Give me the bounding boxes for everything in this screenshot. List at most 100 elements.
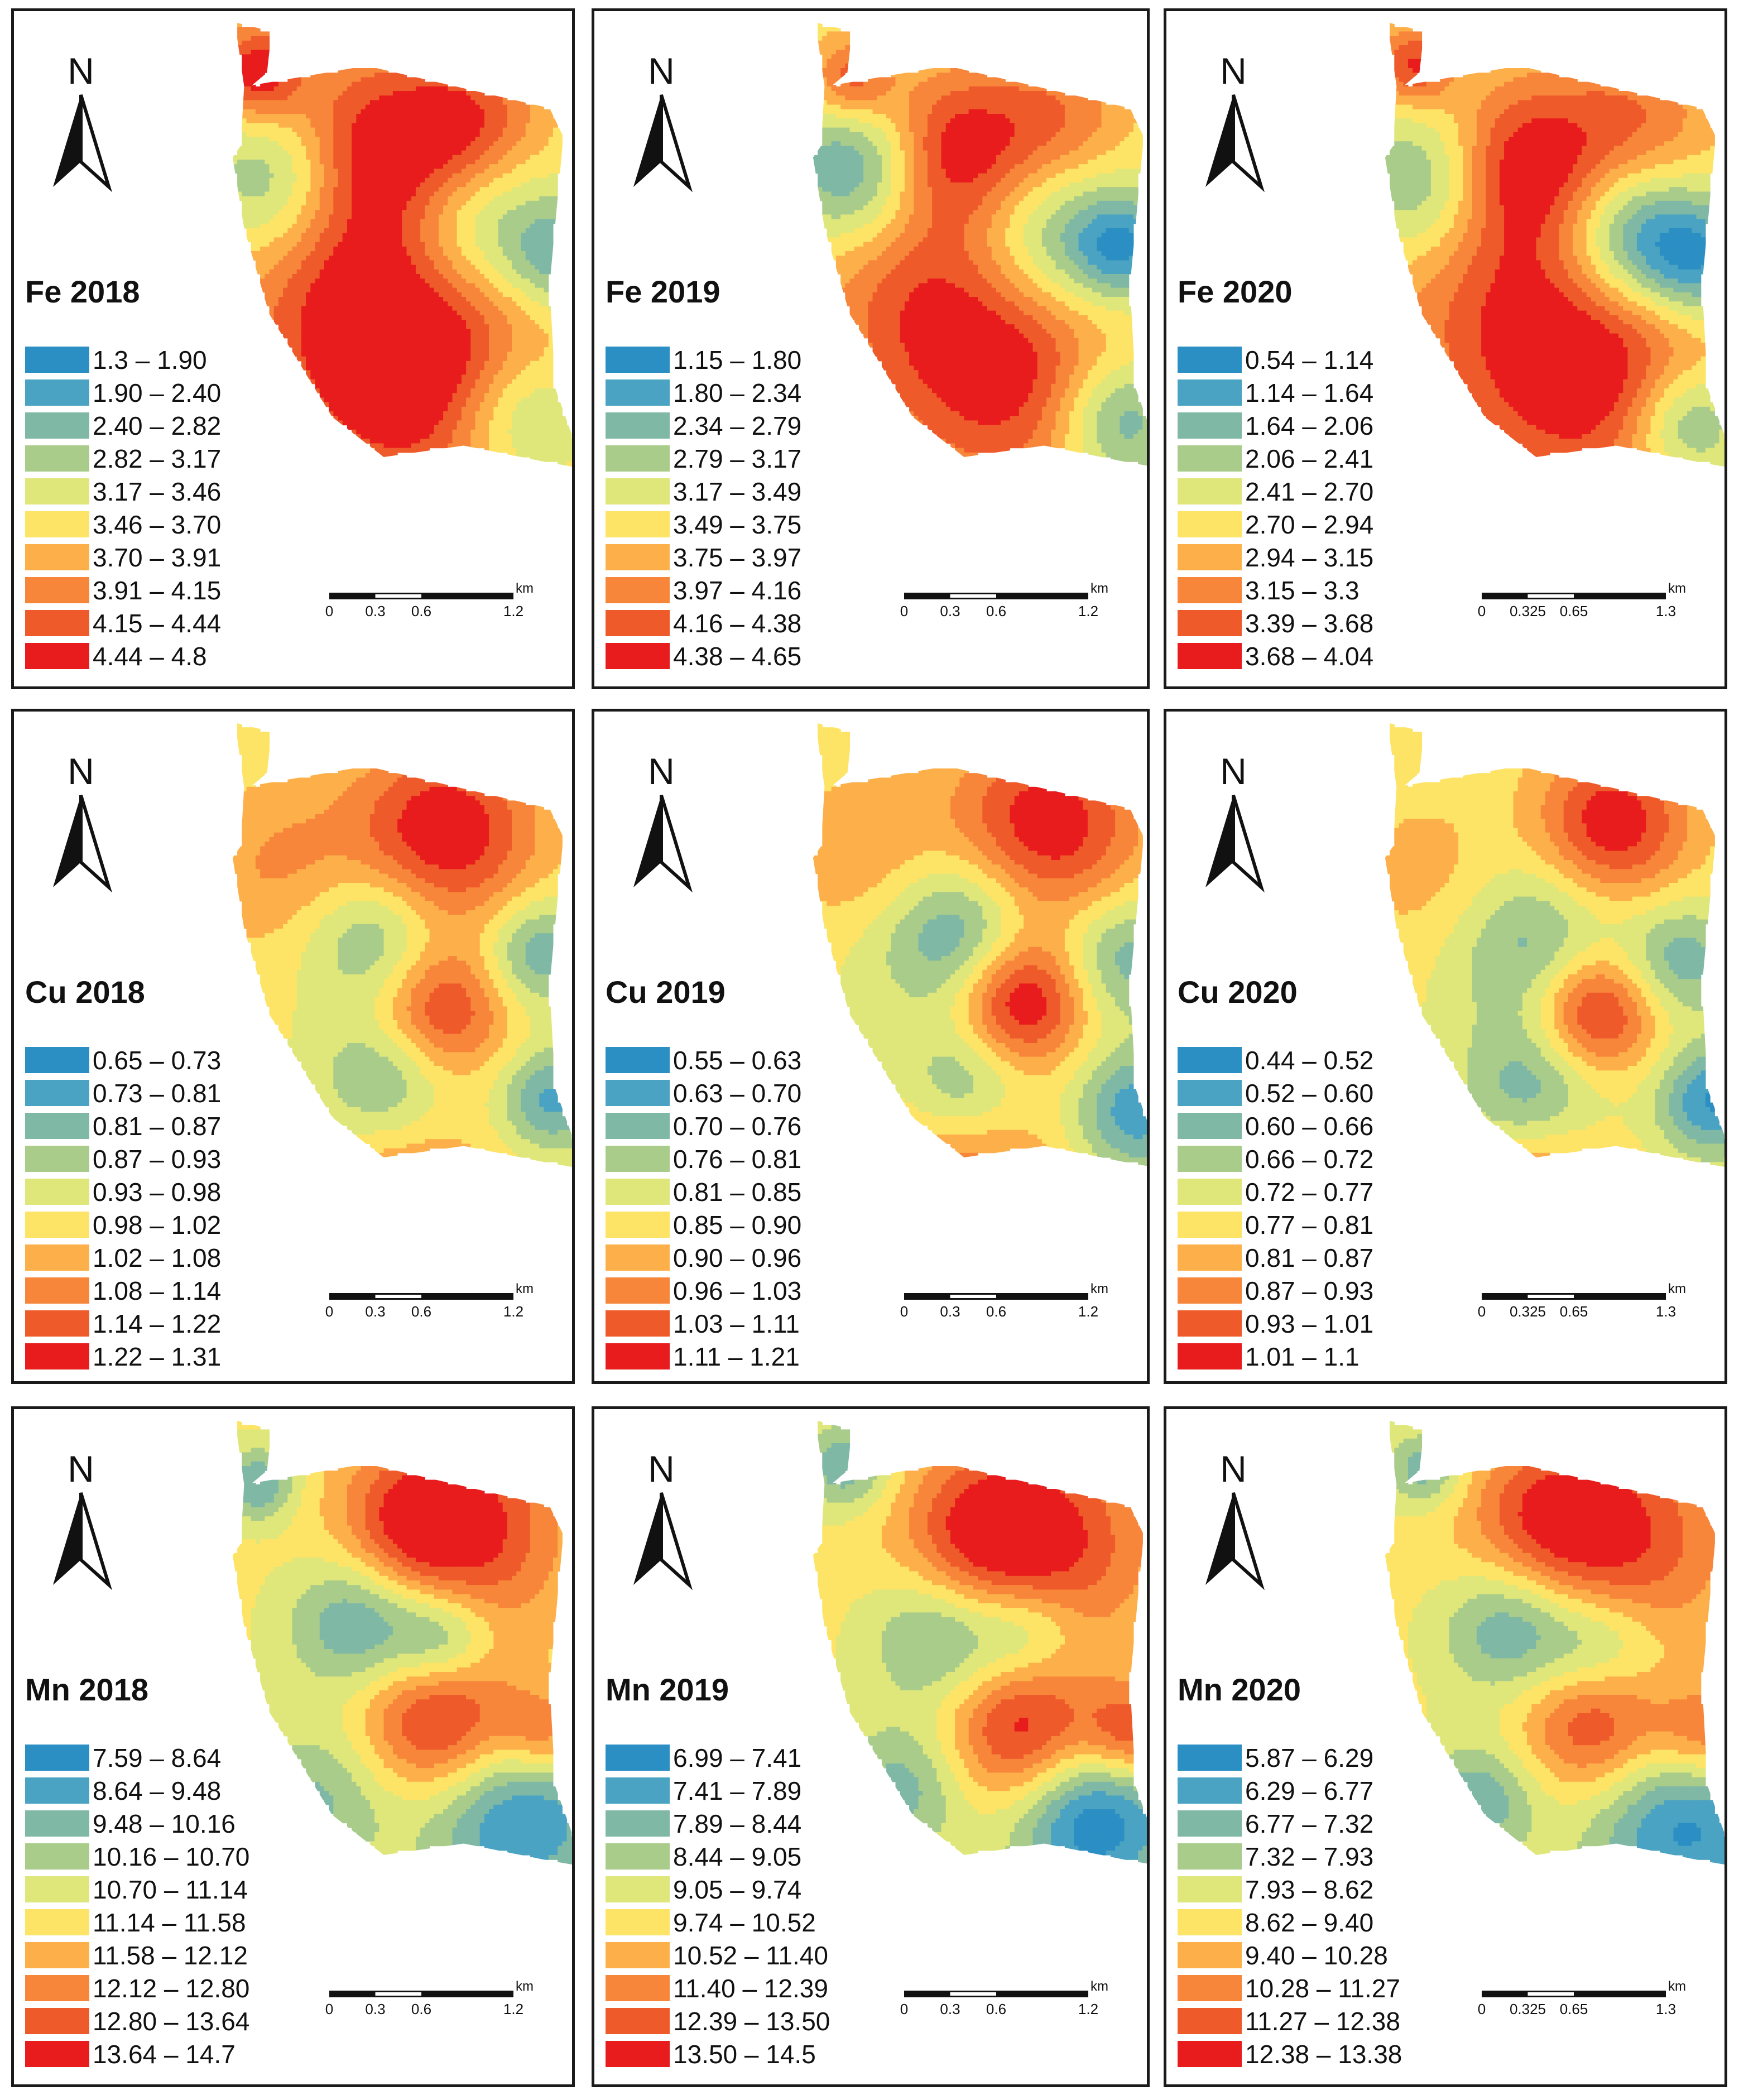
legend-label: 8.64 – 9.48 <box>93 1776 221 1806</box>
legend-item: 3.49 – 3.75 <box>606 508 801 541</box>
legend: 0.55 – 0.63 0.63 – 0.70 0.70 – 0.76 0.76 – … <box>606 1044 801 1373</box>
legend-swatch <box>25 2008 89 2034</box>
legend-item: 2.82 – 3.17 <box>25 442 221 475</box>
legend-swatch <box>606 2008 670 2034</box>
legend-label: 3.17 – 3.46 <box>93 477 221 507</box>
legend-label: 1.14 – 1.64 <box>1245 378 1373 408</box>
scale-bar: km 0 0.3 0.6 1.2 <box>900 1979 1108 2017</box>
legend-item: 0.66 – 0.72 <box>1178 1142 1373 1175</box>
scale-bar: km 0 0.3 0.6 1.2 <box>325 1979 534 2017</box>
interpolation-map <box>813 1420 1147 1864</box>
legend-swatch <box>25 1942 89 1968</box>
scale-tick-label: 0.3 <box>365 1303 385 1320</box>
scale-unit: km <box>1091 1979 1108 1994</box>
legend-item: 5.87 – 6.29 <box>1178 1741 1402 1774</box>
legend-swatch <box>25 1310 89 1337</box>
map-title: Fe 2020 <box>1178 273 1293 310</box>
surface-cells <box>232 723 572 1167</box>
legend-label: 4.15 – 4.44 <box>93 608 221 638</box>
legend-label: 9.48 – 10.16 <box>93 1809 236 1839</box>
legend-item: 0.65 – 0.73 <box>25 1044 221 1077</box>
legend-item: 0.81 – 0.85 <box>606 1175 801 1208</box>
legend-item: 0.72 – 0.77 <box>1178 1175 1373 1208</box>
legend-swatch <box>606 577 670 603</box>
scale-tick-label: 0 <box>1478 1303 1486 1320</box>
scale-bar: km 0 0.325 0.65 1.3 <box>1478 581 1686 619</box>
legend-swatch <box>25 445 89 472</box>
scale-tick-label: 0.6 <box>986 1303 1006 1320</box>
legend-swatch <box>1178 412 1242 439</box>
legend-item: 3.97 – 4.16 <box>606 574 801 607</box>
north-label: N <box>68 751 94 792</box>
legend-swatch <box>1178 1343 1242 1369</box>
legend-label: 2.41 – 2.70 <box>1245 477 1373 507</box>
legend-swatch <box>606 478 670 504</box>
legend-item: 0.77 – 0.81 <box>1178 1208 1373 1241</box>
legend-label: 1.02 – 1.08 <box>93 1243 221 1273</box>
legend-swatch <box>606 1343 670 1369</box>
legend-swatch <box>25 610 89 636</box>
legend-label: 12.12 – 12.80 <box>93 1973 249 2003</box>
scale-tick-label: 0 <box>1478 603 1486 619</box>
legend-item: 4.16 – 4.38 <box>606 607 801 640</box>
legend-label: 0.98 – 1.02 <box>93 1210 221 1240</box>
legend-item: 2.79 – 3.17 <box>606 442 801 475</box>
legend-item: 0.73 – 0.81 <box>25 1077 221 1109</box>
legend-swatch <box>1178 1113 1242 1139</box>
legend-swatch <box>1178 478 1242 504</box>
legend-item: 11.40 – 12.39 <box>606 1972 830 2005</box>
legend: 1.15 – 1.80 1.80 – 2.34 2.34 – 2.79 2.79 – … <box>606 343 801 672</box>
legend-item: 12.39 – 13.50 <box>606 2005 830 2037</box>
legend-label: 2.40 – 2.82 <box>93 411 221 441</box>
legend-item: 11.14 – 11.58 <box>25 1906 249 1939</box>
legend-swatch <box>606 445 670 472</box>
scale-tick-label: 0 <box>1478 2001 1486 2017</box>
legend-item: 13.64 – 14.7 <box>25 2037 249 2070</box>
legend-item: 3.68 – 4.04 <box>1178 640 1373 672</box>
legend-label: 7.59 – 8.64 <box>93 1743 221 1773</box>
scale-tick-label: 0.6 <box>986 2001 1006 2017</box>
legend-label: 5.87 – 6.29 <box>1245 1743 1373 1773</box>
legend-item: 11.58 – 12.12 <box>25 1939 249 1972</box>
surface-cells <box>813 723 1147 1167</box>
legend-label: 10.28 – 11.27 <box>1245 1973 1400 2003</box>
interpolation-map <box>232 1420 572 1864</box>
legend-item: 3.17 – 3.46 <box>25 475 221 508</box>
legend-label: 3.70 – 3.91 <box>93 542 221 573</box>
legend-swatch <box>606 1277 670 1304</box>
map-title: Cu 2020 <box>1178 974 1298 1010</box>
legend-swatch <box>1178 610 1242 636</box>
scale-tick-label: 1.2 <box>503 1303 523 1320</box>
legend-item: 0.54 – 1.14 <box>1178 343 1373 376</box>
legend-item: 8.44 – 9.05 <box>606 1840 830 1873</box>
legend-item: 0.63 – 0.70 <box>606 1077 801 1109</box>
scale-bar: km 0 0.3 0.6 1.2 <box>325 581 534 619</box>
legend-label: 3.68 – 4.04 <box>1245 641 1373 671</box>
scale-tick-label: 0 <box>325 2001 333 2017</box>
legend-swatch <box>1178 1146 1242 1172</box>
scale-bar: km 0 0.325 0.65 1.3 <box>1478 1281 1686 1320</box>
legend-swatch <box>25 577 89 603</box>
north-arrow-icon: N <box>53 1448 112 1590</box>
scale-tick-label: 0.3 <box>940 2001 960 2017</box>
legend-item: 12.38 – 13.38 <box>1178 2037 1402 2070</box>
legend-label: 11.27 – 12.38 <box>1245 2006 1400 2036</box>
legend: 6.99 – 7.41 7.41 – 7.89 7.89 – 8.44 8.44 – … <box>606 1741 830 2070</box>
legend-swatch <box>25 1277 89 1304</box>
legend-item: 0.52 – 0.60 <box>1178 1077 1373 1109</box>
interpolation-map <box>813 22 1147 467</box>
legend-label: 7.89 – 8.44 <box>673 1809 801 1839</box>
legend-item: 6.77 – 7.32 <box>1178 1807 1402 1840</box>
legend-swatch <box>1178 2041 1242 2067</box>
legend-swatch <box>606 1975 670 2001</box>
legend-item: 1.11 – 1.21 <box>606 1340 801 1373</box>
legend-swatch <box>25 478 89 504</box>
legend-label: 3.17 – 3.49 <box>673 477 801 507</box>
legend-item: 9.48 – 10.16 <box>25 1807 249 1840</box>
interpolation-map <box>232 22 572 467</box>
legend-swatch <box>606 1942 670 1968</box>
legend-label: 7.41 – 7.89 <box>673 1776 801 1806</box>
map-panel: Fe 2019 N 1.15 – 1.80 1.80 – 2.34 2.34 – 2.7… <box>592 8 1150 689</box>
legend-label: 8.62 – 9.40 <box>1245 1907 1373 1938</box>
legend-item: 0.76 – 0.81 <box>606 1142 801 1175</box>
